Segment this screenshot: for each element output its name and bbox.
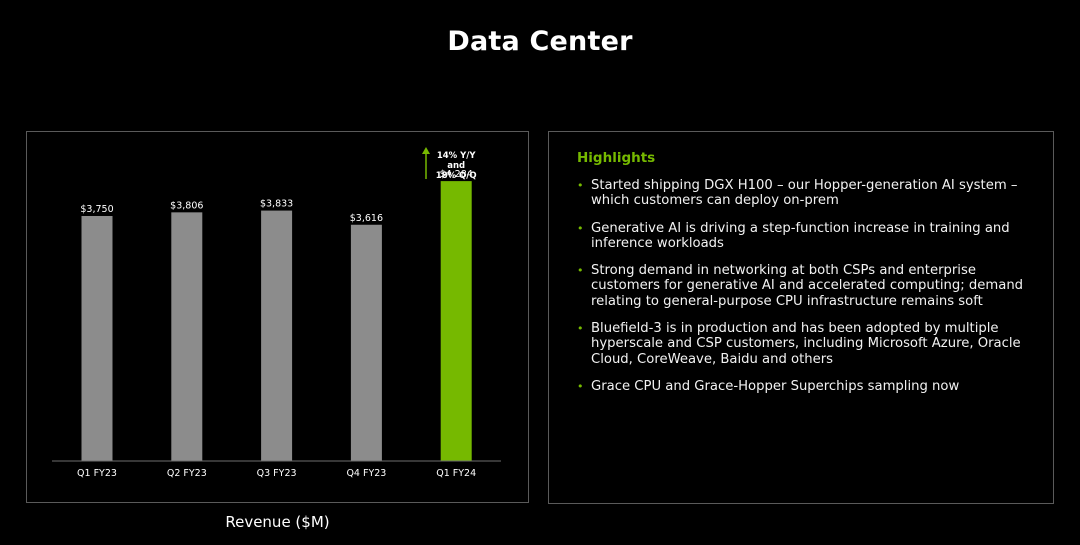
bar-chart: $3,750 Q1 FY23 $3,806 Q2 FY23 $3,833 Q3 FY23 $… [52, 147, 501, 479]
highlight-item: • Strong demand in networking at both CSP… [577, 263, 1037, 309]
highlight-item: • Grace CPU and Grace-Hopper Superchips s… [577, 379, 1037, 394]
highlight-item-line: customers for generative AI and accelera… [591, 278, 1024, 294]
highlight-item-line: hyperscale and CSP customers, including … [591, 336, 1021, 352]
bullet-icon: • [577, 221, 584, 235]
highlight-item-line: Bluefield-3 is in production and has bee… [591, 321, 999, 337]
x-tick-label: Q4 FY23 [346, 468, 386, 479]
highlights-list: • Started shipping DGX H100 – our Hopper-… [577, 178, 1037, 406]
highlight-item-line: Grace CPU and Grace-Hopper Superchips sa… [591, 378, 960, 394]
highlight-item-line: inference workloads [591, 235, 724, 251]
highlight-item-line: Started shipping DGX H100 – our Hopper-g… [591, 178, 1018, 193]
arrow-up-icon [422, 147, 430, 179]
bar [81, 216, 113, 461]
growth-annotation-line: and [447, 161, 465, 171]
highlights-title: Highlights [577, 150, 656, 166]
data-label: $3,833 [260, 199, 293, 210]
highlight-item: • Bluefield-3 is in production and has be… [577, 321, 1037, 367]
highlight-item: • Generative AI is driving a step-functio… [577, 221, 1037, 252]
bar [261, 210, 293, 461]
data-label: $3,616 [350, 213, 383, 224]
highlight-item-line: Cloud, CoreWeave, Baidu and others [591, 351, 834, 367]
highlight-item-line: Generative AI is driving a step-function… [591, 220, 1010, 236]
page-title: Data Center [447, 26, 633, 57]
bar [440, 181, 472, 461]
highlight-item: • Started shipping DGX H100 – our Hopper-… [577, 178, 1037, 209]
x-tick-label: Q1 FY23 [77, 468, 117, 479]
bullet-icon: • [577, 179, 584, 192]
highlights-panel: Highlights • Started shipping DGX H100 – … [548, 131, 1054, 504]
bar [350, 224, 382, 461]
bullet-icon: • [577, 264, 584, 278]
highlight-item-line: which customers can deploy on-prem [591, 193, 839, 209]
growth-annotation-line: 14% Y/Y [437, 151, 477, 161]
x-tick-label: Q3 FY23 [257, 468, 297, 479]
highlight-item-line: relating to general-purpose CPU infrastr… [591, 293, 983, 309]
bullet-icon: • [577, 322, 584, 336]
x-tick-label: Q1 FY24 [436, 468, 476, 479]
chart-panel: $3,750 Q1 FY23 $3,806 Q2 FY23 $3,833 Q3 FY23 $… [26, 131, 529, 503]
growth-annotation-line: 18% Q/Q [436, 171, 477, 181]
highlight-item-line: Strong demand in networking at both CSPs… [591, 263, 976, 279]
arrow-head [422, 147, 430, 154]
bar [171, 212, 203, 461]
data-label: $3,806 [170, 200, 203, 211]
chart-x-axis-label: Revenue ($M) [225, 513, 330, 531]
data-label: $3,750 [80, 204, 113, 215]
data-label: $4,284 [440, 169, 473, 180]
x-tick-label: Q2 FY23 [167, 468, 207, 479]
bullet-icon: • [577, 379, 584, 393]
